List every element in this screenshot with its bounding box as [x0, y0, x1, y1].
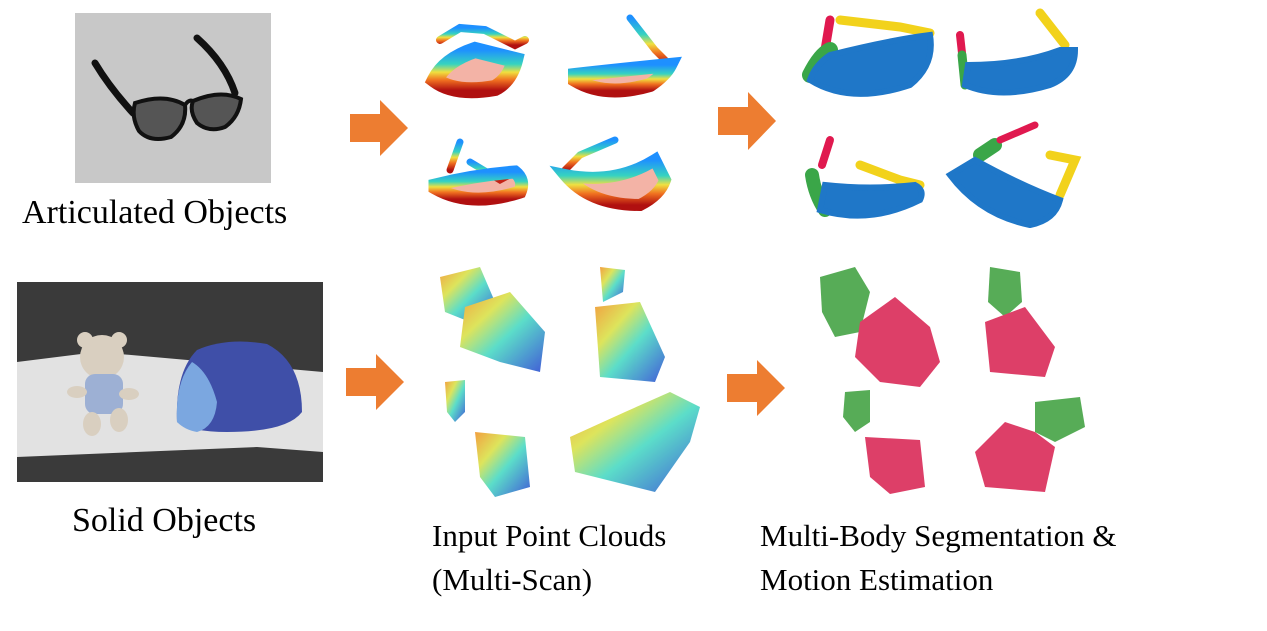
articulated-segmentation — [790, 5, 1090, 235]
articulated-segmented-pointcloud-icon — [802, 8, 1082, 229]
solid-segmentation — [810, 262, 1100, 502]
solid-photo — [17, 282, 323, 482]
articulated-input-clouds — [415, 10, 695, 220]
input-caption-line1: Input Point Clouds — [432, 518, 667, 553]
right-arrow-icon — [350, 100, 408, 156]
flow-arrow-1 — [350, 100, 410, 156]
output-caption-line2: Motion Estimation — [760, 562, 994, 597]
output-caption-line1: Multi-Body Segmentation & — [760, 518, 1117, 553]
solid-label: Solid Objects — [72, 502, 257, 539]
articulated-photo — [75, 13, 271, 183]
flow-arrow-3 — [346, 354, 406, 410]
teddy-bear-and-blue-object-photo-icon — [17, 282, 323, 482]
solid-input-pointcloud-icon — [440, 267, 700, 497]
right-arrow-icon — [346, 354, 404, 410]
right-arrow-icon — [718, 92, 776, 150]
sunglasses-photo-icon — [75, 13, 271, 183]
right-arrow-icon — [727, 360, 785, 416]
articulated-input-pointcloud-icon — [424, 14, 682, 212]
input-caption-line2: (Multi-Scan) — [432, 562, 593, 597]
articulated-label: Articulated Objects — [22, 194, 288, 231]
solid-input-clouds — [425, 262, 705, 502]
solid-segmented-pointcloud-icon — [820, 267, 1085, 494]
flow-arrow-2 — [718, 92, 778, 150]
flow-arrow-4 — [727, 360, 787, 416]
